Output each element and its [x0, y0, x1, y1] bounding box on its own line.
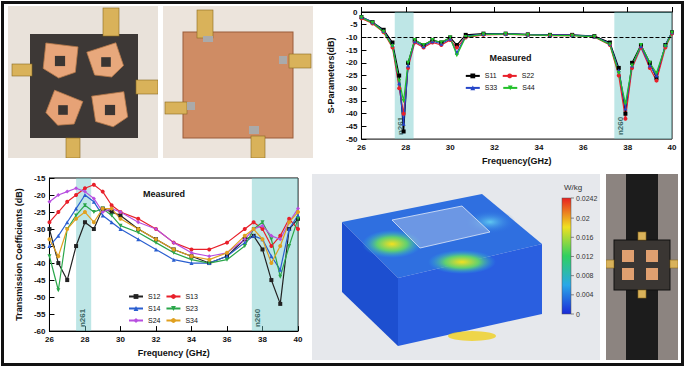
svg-text:-45: -45 — [34, 276, 46, 285]
svg-text:38: 38 — [258, 335, 267, 344]
svg-text:30: 30 — [446, 143, 455, 152]
svg-text:0: 0 — [353, 8, 358, 17]
svg-text:S11: S11 — [485, 72, 497, 79]
svg-text:-15: -15 — [346, 46, 358, 55]
svg-text:Frequency (GHz): Frequency (GHz) — [138, 348, 210, 358]
svg-text:-25: -25 — [346, 71, 358, 80]
svg-text:32: 32 — [490, 143, 499, 152]
svg-text:-25: -25 — [34, 208, 46, 217]
svg-text:0.004: 0.004 — [576, 291, 594, 298]
svg-text:Measured: Measured — [490, 53, 532, 63]
svg-text:-50: -50 — [34, 293, 46, 302]
svg-text:-20: -20 — [34, 191, 46, 200]
svg-text:28: 28 — [81, 335, 90, 344]
svg-text:-40: -40 — [346, 109, 358, 118]
svg-text:32: 32 — [152, 335, 161, 344]
svg-text:W/kg: W/kg — [564, 183, 582, 192]
svg-text:S23: S23 — [185, 305, 198, 312]
svg-text:Measured: Measured — [143, 189, 185, 199]
svg-text:-30: -30 — [346, 84, 358, 93]
svg-text:S-Parameters(dB): S-Parameters(dB) — [326, 38, 336, 114]
svg-text:-10: -10 — [346, 33, 358, 42]
svg-text:-45: -45 — [346, 122, 358, 131]
svg-text:0.008: 0.008 — [576, 272, 594, 279]
svg-text:S14: S14 — [148, 305, 161, 312]
svg-text:Transmission Coefficients (dB): Transmission Coefficients (dB) — [14, 188, 24, 321]
svg-text:36: 36 — [579, 143, 588, 152]
svg-text:S44: S44 — [522, 84, 535, 91]
svg-text:30: 30 — [116, 335, 125, 344]
svg-text:-35: -35 — [34, 242, 46, 251]
svg-text:S13: S13 — [185, 293, 198, 300]
svg-text:-55: -55 — [34, 310, 46, 319]
svg-text:Frequency(GHz): Frequency(GHz) — [482, 156, 552, 166]
svg-text:S34: S34 — [185, 317, 198, 324]
svg-text:S33: S33 — [485, 84, 498, 91]
svg-text:-40: -40 — [34, 259, 46, 268]
svg-text:-20: -20 — [346, 58, 358, 67]
svg-text:0.02: 0.02 — [576, 215, 590, 222]
svg-text:34: 34 — [534, 143, 543, 152]
svg-text:-15: -15 — [34, 174, 46, 183]
svg-text:36: 36 — [223, 335, 232, 344]
svg-text:0.012: 0.012 — [576, 253, 594, 260]
svg-text:38: 38 — [623, 143, 632, 152]
svg-text:S22: S22 — [522, 72, 535, 79]
svg-text:-30: -30 — [34, 225, 46, 234]
svg-text:0.0242: 0.0242 — [576, 195, 598, 202]
svg-text:26: 26 — [45, 335, 54, 344]
svg-text:34: 34 — [187, 335, 196, 344]
svg-text:S12: S12 — [148, 293, 161, 300]
svg-text:26: 26 — [357, 143, 366, 152]
svg-text:-35: -35 — [346, 96, 358, 105]
svg-text:-5: -5 — [350, 20, 358, 29]
svg-text:-50: -50 — [345, 134, 358, 144]
svg-text:-60: -60 — [33, 326, 46, 336]
svg-text:0.016: 0.016 — [576, 234, 594, 241]
svg-text:28: 28 — [401, 143, 410, 152]
svg-text:40: 40 — [668, 143, 677, 152]
svg-text:40: 40 — [294, 335, 303, 344]
svg-text:S24: S24 — [148, 317, 161, 324]
svg-text:0: 0 — [576, 311, 580, 318]
